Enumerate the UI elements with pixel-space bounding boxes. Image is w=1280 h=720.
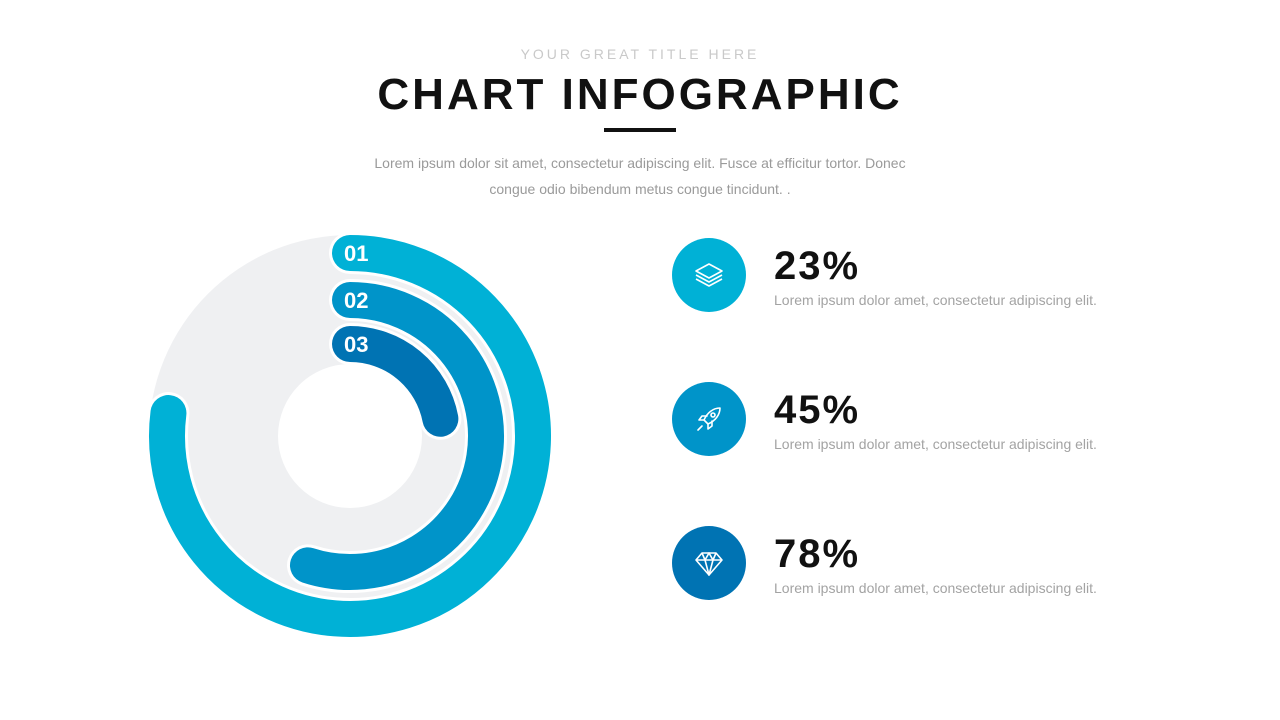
kicker-text: YOUR GREAT TITLE HERE <box>520 46 760 62</box>
ring-arc-1 <box>149 235 551 637</box>
stat-item-2: 45% Lorem ipsum dolor amet, consectetur … <box>672 382 1232 456</box>
stat-badge-3 <box>672 526 746 600</box>
stat-badge-1 <box>672 238 746 312</box>
stat-value-2: 45% <box>774 388 861 432</box>
ring-label-3: 03 <box>344 332 368 357</box>
page-title: CHART INFOGRAPHIC <box>377 70 903 119</box>
stat-description-3: Lorem ipsum dolor amet, consectetur adip… <box>774 580 1097 596</box>
stat-item-3: 78% Lorem ipsum dolor amet, consectetur … <box>672 526 1232 600</box>
diamond-icon <box>695 552 723 576</box>
rocket-icon <box>697 407 721 431</box>
subtitle: Lorem ipsum dolor sit amet, consectetur … <box>300 150 980 202</box>
ring-label-1: 01 <box>344 241 368 266</box>
stat-description-1: Lorem ipsum dolor amet, consectetur adip… <box>774 292 1097 308</box>
ring-arc-2 <box>289 282 504 590</box>
chart-center <box>278 364 422 508</box>
layers-icon <box>695 263 723 287</box>
subtitle-line-2: congue odio bibendum metus congue tincid… <box>489 181 791 197</box>
stat-item-1: 23% Lorem ipsum dolor amet, consectetur … <box>672 238 1232 312</box>
stat-badge-2 <box>672 382 746 456</box>
ring-label-2: 02 <box>344 288 368 313</box>
stat-value-3: 78% <box>774 532 861 576</box>
ring-arc-3 <box>332 326 459 437</box>
stat-description-2: Lorem ipsum dolor amet, consectetur adip… <box>774 436 1097 452</box>
subtitle-line-1: Lorem ipsum dolor sit amet, consectetur … <box>374 155 906 171</box>
stat-value-1: 23% <box>774 244 861 288</box>
radial-ring-chart: 01 02 03 <box>146 232 554 640</box>
title-underline <box>604 128 676 132</box>
